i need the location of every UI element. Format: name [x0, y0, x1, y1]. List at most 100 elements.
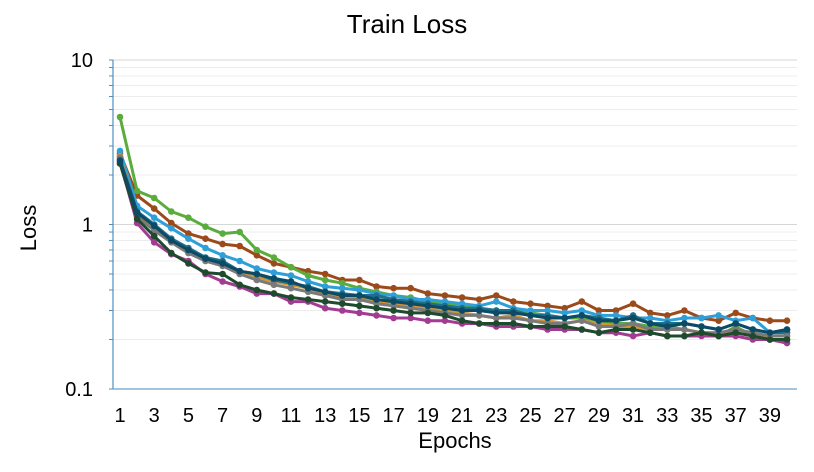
data-point: [236, 267, 243, 275]
data-point: [321, 270, 329, 278]
series-run-lightblue: [116, 147, 791, 337]
series-layer: [116, 113, 791, 347]
data-point: [544, 307, 551, 314]
data-point: [458, 294, 466, 301]
data-point: [561, 323, 568, 330]
data-point: [510, 298, 517, 305]
data-point: [749, 314, 757, 322]
data-point: [527, 300, 534, 308]
data-point: [407, 284, 415, 292]
data-point: [424, 302, 432, 310]
data-point: [150, 222, 158, 230]
x-tick-label: 9: [251, 405, 262, 427]
series-line: [118, 160, 788, 335]
x-tick-label: 15: [348, 405, 370, 427]
data-point: [493, 298, 500, 305]
data-point: [270, 281, 278, 289]
y-tick-label: 10: [71, 50, 93, 72]
data-point: [612, 326, 620, 333]
data-point: [202, 255, 209, 262]
data-point: [116, 113, 124, 121]
data-point: [646, 320, 654, 327]
series-line: [118, 152, 787, 323]
data-point: [715, 312, 722, 319]
data-point: [185, 246, 192, 254]
data-point: [527, 307, 534, 314]
series-line: [118, 150, 788, 335]
data-point: [407, 300, 415, 308]
data-point: [783, 336, 791, 343]
data-point: [646, 314, 654, 322]
data-point: [493, 320, 500, 327]
data-point: [168, 219, 175, 227]
x-tick-label: 33: [656, 405, 678, 427]
data-point: [133, 215, 141, 223]
data-point: [732, 309, 739, 317]
data-point: [185, 260, 192, 267]
data-point: [133, 209, 141, 216]
data-point: [373, 304, 380, 312]
data-point: [270, 275, 278, 282]
data-point: [664, 332, 671, 340]
data-point: [458, 307, 466, 314]
series-line: [118, 157, 787, 338]
data-point: [253, 265, 261, 272]
x-tick-label: 27: [554, 405, 576, 427]
data-point: [441, 317, 449, 325]
data-point: [168, 224, 175, 232]
y-axis-label: Loss: [16, 205, 41, 251]
data-point: [441, 292, 449, 299]
x-tick-label: 21: [451, 405, 473, 427]
data-point: [629, 300, 637, 308]
data-point: [356, 276, 363, 284]
x-tick-label: 7: [217, 405, 228, 427]
data-point: [441, 304, 449, 312]
data-point: [698, 323, 705, 330]
data-point: [185, 230, 192, 237]
data-point: [219, 270, 226, 278]
data-point: [219, 240, 226, 248]
data-point: [715, 326, 722, 333]
x-tick-label: 17: [383, 405, 405, 427]
x-tick-label: 5: [183, 405, 194, 427]
data-point: [629, 332, 637, 340]
data-point: [527, 323, 534, 330]
x-tick-label: 1: [114, 405, 125, 427]
data-point: [766, 336, 774, 343]
data-point: [612, 312, 620, 319]
data-point: [236, 281, 243, 289]
data-point: [253, 270, 261, 278]
data-point: [356, 286, 363, 294]
data-point: [373, 312, 380, 319]
data-point: [493, 309, 500, 317]
data-point: [219, 260, 226, 267]
data-point: [185, 235, 192, 242]
data-point: [510, 320, 517, 327]
data-point: [664, 323, 671, 330]
data-point: [664, 312, 671, 319]
data-point: [732, 329, 739, 337]
data-point: [475, 312, 483, 319]
data-point: [424, 290, 432, 297]
data-point: [681, 314, 688, 322]
x-tick-label: 29: [588, 405, 610, 427]
data-point: [321, 288, 329, 296]
data-point: [595, 317, 603, 325]
gridlines: [113, 59, 797, 390]
data-point: [356, 292, 363, 299]
data-point: [458, 312, 466, 319]
data-point: [287, 278, 295, 285]
data-point: [321, 298, 329, 305]
data-point: [150, 205, 158, 212]
data-point: [681, 326, 688, 333]
data-point: [236, 242, 243, 250]
data-point: [253, 276, 261, 284]
data-point: [475, 307, 483, 314]
y-tick-label: 1: [82, 215, 93, 237]
data-point: [356, 309, 363, 317]
data-point: [561, 304, 568, 312]
data-point: [424, 309, 432, 317]
series-run-navy: [116, 157, 791, 337]
data-point: [527, 317, 534, 325]
